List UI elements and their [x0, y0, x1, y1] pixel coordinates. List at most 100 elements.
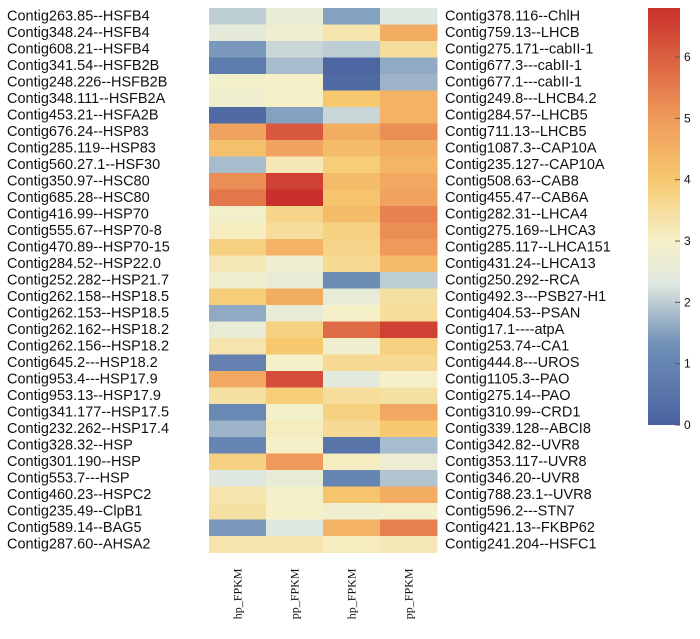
left-row-label: Contig235.49--ClpB1: [7, 503, 142, 519]
heatmap-cell-r2-c1: [266, 41, 324, 58]
right-row-label: Contig378.116--ChlH: [445, 8, 580, 24]
right-row-label: Contig1087.3--CAP10A: [445, 140, 597, 156]
heatmap-cell-r32-c1: [266, 536, 324, 553]
heatmap-cell-r5-c0: [209, 90, 267, 108]
left-row-label: Contig262.162--HSP18.2: [7, 322, 169, 338]
heatmap-cell-r4-c1: [266, 74, 324, 91]
heatmap-cell-r28-c1: [266, 470, 324, 487]
right-row-label: Contig788.23.1--UVR8: [445, 487, 592, 503]
right-row-labels: Contig378.116--ChlHContig759.13--LHCBCon…: [445, 8, 611, 552]
heatmap-cell-r17-c3: [380, 288, 438, 306]
heatmap-cell-r23-c1: [266, 387, 324, 405]
heatmap-cell-r10-c2: [323, 173, 381, 190]
left-row-label: Contig263.85--HSFB4: [7, 8, 150, 24]
left-row-labels: Contig263.85--HSFB4Contig348.24--HSFB4Co…: [7, 8, 170, 552]
heatmap-cell-r29-c3: [380, 486, 438, 504]
right-row-label: Contig455.47--CAB6A: [445, 190, 589, 206]
heatmap-cell-r7-c3: [380, 123, 438, 141]
left-row-label: Contig453.21--HSFA2B: [7, 107, 159, 123]
heatmap-cell-r15-c2: [323, 255, 381, 273]
left-row-label: Contig262.156--HSP18.2: [7, 338, 169, 354]
heatmap-cell-r20-c3: [380, 338, 438, 355]
heatmap-cell-r21-c3: [380, 354, 438, 372]
colorbar-tick-label: 2: [684, 295, 691, 309]
heatmap-cell-r21-c0: [209, 354, 267, 372]
heatmap-cell-r6-c2: [323, 107, 381, 124]
heatmap-cell-r18-c1: [266, 305, 324, 322]
right-row-label: Contig249.8---LHCB4.2: [445, 91, 597, 107]
heatmap-cell-r1-c0: [209, 24, 267, 42]
heatmap-cell-r32-c2: [323, 536, 381, 553]
heatmap-cell-r8-c1: [266, 140, 324, 157]
heatmap-cell-r31-c3: [380, 519, 438, 537]
heatmap-cell-r13-c0: [209, 222, 267, 240]
left-row-label: Contig262.158--HSP18.5: [7, 289, 169, 305]
heatmap-cell-r18-c2: [323, 305, 381, 322]
right-row-label: Contig759.13--LHCB: [445, 25, 580, 41]
right-row-label: Contig282.31--LHCA4: [445, 206, 588, 222]
heatmap-cell-r21-c2: [323, 354, 381, 372]
heatmap-cell-r2-c3: [380, 41, 438, 58]
left-row-label: Contig248.226--HSFB2B: [7, 74, 167, 90]
heatmap-cell-r10-c3: [380, 173, 438, 190]
left-row-label: Contig350.97--HSC80: [7, 173, 150, 189]
heatmap-cell-r17-c0: [209, 288, 267, 306]
heatmap-cell-r6-c1: [266, 107, 324, 124]
left-row-label: Contig232.262--HSP17.4: [7, 421, 169, 437]
heatmap-cell-r3-c3: [380, 57, 438, 75]
right-row-label: Contig250.292--RCA: [445, 272, 580, 288]
right-row-label: Contig284.57--LHCB5: [445, 107, 588, 123]
heatmap-cell-r19-c3: [380, 321, 438, 339]
heatmap-cell-r14-c1: [266, 239, 324, 256]
heatmap-cell-r10-c1: [266, 173, 324, 190]
heatmap-cell-r15-c0: [209, 255, 267, 273]
left-row-label: Contig284.52--HSP22.0: [7, 256, 161, 272]
heatmap-cell-r13-c2: [323, 222, 381, 240]
left-row-label: Contig416.99--HSP70: [7, 206, 149, 222]
heatmap-cell-r0-c1: [266, 8, 324, 25]
heatmap-cell-r15-c3: [380, 255, 438, 273]
heatmap-cell-r22-c1: [266, 371, 324, 388]
heatmap-cell-r26-c0: [209, 437, 267, 454]
left-row-label: Contig301.190--HSP: [7, 454, 141, 470]
heatmap-cell-r31-c1: [266, 519, 324, 537]
column-labels: hp_FPKM pp_FPKM hp_FPKM pp_FPKM: [231, 568, 416, 619]
heatmap-cell-r15-c1: [266, 255, 324, 273]
heatmap-cell-r13-c1: [266, 222, 324, 240]
heatmap-cell-r6-c0: [209, 107, 267, 124]
column-label: hp_FPKM: [231, 568, 245, 619]
right-row-label: Contig275.171--cabII-1: [445, 41, 593, 57]
heatmap-cell-r16-c2: [323, 272, 381, 289]
heatmap-cell-r4-c2: [323, 74, 381, 91]
left-row-label: Contig553.7---HSP: [7, 470, 130, 486]
right-row-label: Contig492.3---PSB27-H1: [445, 289, 606, 305]
heatmap-cell-r25-c1: [266, 420, 324, 438]
heatmap-cell-r28-c3: [380, 470, 438, 487]
left-row-label: Contig676.24--HSP83: [7, 124, 149, 140]
heatmap-cell-r32-c3: [380, 536, 438, 553]
heatmap-cell-r10-c0: [209, 173, 267, 190]
left-row-label: Contig953.13--HSP17.9: [7, 388, 161, 404]
left-row-label: Contig560.27.1--HSF30: [7, 157, 160, 173]
right-row-label: Contig353.117--UVR8: [445, 454, 587, 470]
right-row-label: Contig711.13--LHCB5: [445, 124, 587, 140]
heatmap-cell-r3-c2: [323, 57, 381, 75]
left-row-label: Contig608.21--HSFB4: [7, 41, 150, 57]
colorbar-tick-label: 6: [684, 50, 691, 64]
heatmap-cell-r28-c2: [323, 470, 381, 487]
left-row-label: Contig285.119--HSP83: [7, 140, 156, 156]
heatmap-cell-r24-c1: [266, 404, 324, 421]
right-row-label: Contig508.63--CAB8: [445, 173, 579, 189]
heatmap-cell-r0-c2: [323, 8, 381, 25]
colorbar-tick-label: 0: [684, 418, 691, 432]
colorbar-ticks: 0 1 2 3 4 5 6: [675, 50, 691, 432]
heatmap-cell-r14-c2: [323, 239, 381, 256]
heatmap-cell-r23-c3: [380, 387, 438, 405]
column-label: pp_FPKM: [402, 568, 416, 619]
heatmap-cell-r31-c0: [209, 519, 267, 537]
left-row-label: Contig328.32--HSP: [7, 437, 133, 453]
heatmap-cell-r24-c3: [380, 404, 438, 421]
heatmap-cell-r5-c1: [266, 90, 324, 108]
heatmap-cell-r7-c0: [209, 123, 267, 141]
left-row-label: Contig645.2---HSP18.2: [7, 355, 158, 371]
